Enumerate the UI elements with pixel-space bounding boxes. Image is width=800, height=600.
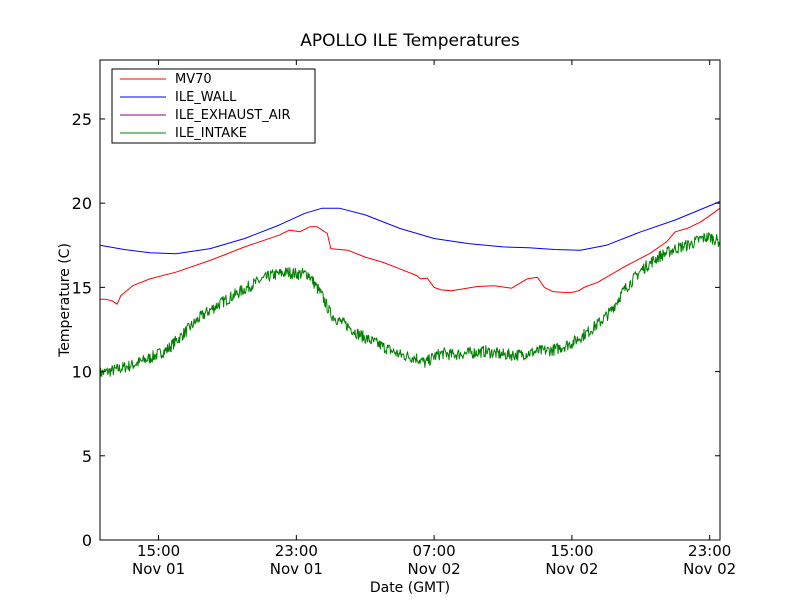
y-tick-label: 20 [72,194,92,213]
series-layer [99,201,721,380]
y-tick-label: 0 [82,531,92,550]
x-tick-date: Nov 02 [545,560,598,578]
y-tick-label: 15 [72,278,92,297]
legend-label: ILE_EXHAUST_AIR [175,108,291,123]
y-tick-label: 5 [82,447,92,466]
y-tick-label: 10 [72,363,92,382]
legend-label: ILE_WALL [175,90,237,105]
y-axis-label: Temperature (C) [57,243,73,358]
x-tick-time: 15:00 [137,542,180,560]
x-tick-date: Nov 01 [270,560,323,578]
x-tick-date: Nov 01 [132,560,185,578]
legend-label: MV70 [175,72,212,87]
series-line-ile-wall [99,201,721,255]
x-tick-date: Nov 02 [683,560,736,578]
plot-frame [99,59,721,541]
series-line-mv70 [100,207,721,305]
x-tick-date: Nov 02 [408,560,461,578]
series-line-ile-intake [99,232,721,380]
chart-title: APOLLO ILE Temperatures [300,31,520,51]
x-tick-time: 23:00 [688,542,731,560]
x-tick-time: 15:00 [550,542,593,560]
legend-box [111,68,316,144]
y-tick-label: 25 [72,110,92,129]
x-tick-time: 07:00 [412,542,455,560]
x-tick-time: 23:00 [275,542,318,560]
legend: MV70 ILE_WALL ILE_EXHAUST_AIR ILE_INTAKE [111,68,316,144]
legend-label: ILE_INTAKE [175,126,247,141]
x-axis-label: Date (GMT) [370,580,450,596]
